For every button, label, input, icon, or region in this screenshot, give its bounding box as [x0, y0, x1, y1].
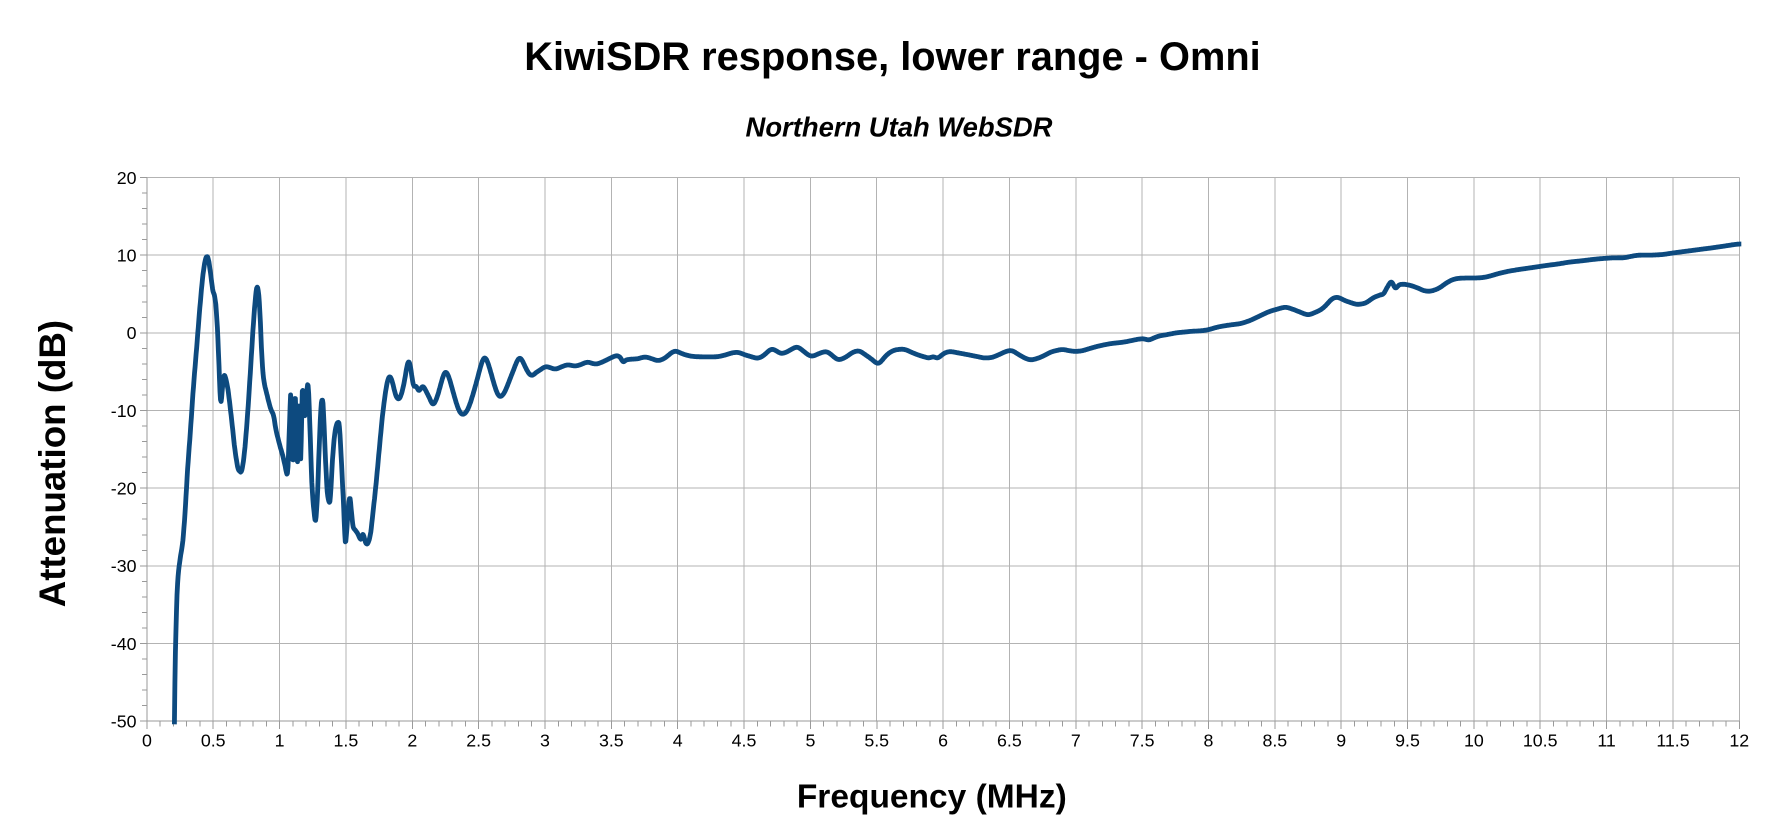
svg-text:5: 5 — [805, 731, 815, 751]
svg-text:7.5: 7.5 — [1130, 731, 1155, 751]
svg-text:-30: -30 — [111, 556, 137, 576]
svg-text:Attenuation (dB): Attenuation (dB) — [32, 320, 73, 607]
svg-text:2.5: 2.5 — [466, 731, 491, 751]
svg-text:Frequency (MHz): Frequency (MHz) — [797, 778, 1067, 815]
svg-text:11.5: 11.5 — [1656, 731, 1689, 751]
svg-text:6: 6 — [938, 731, 948, 751]
svg-text:-20: -20 — [111, 479, 137, 499]
svg-text:0: 0 — [142, 731, 152, 751]
svg-text:7: 7 — [1071, 731, 1081, 751]
svg-text:8: 8 — [1204, 731, 1214, 751]
svg-text:10: 10 — [117, 246, 137, 266]
svg-text:-40: -40 — [111, 634, 137, 654]
svg-text:8.5: 8.5 — [1262, 731, 1287, 751]
svg-text:3.5: 3.5 — [599, 731, 624, 751]
svg-text:4: 4 — [673, 731, 683, 751]
svg-text:10: 10 — [1464, 731, 1484, 751]
svg-text:4.5: 4.5 — [732, 731, 757, 751]
svg-text:KiwiSDR response, lower range: KiwiSDR response, lower range - Omni — [524, 35, 1260, 79]
svg-text:5.5: 5.5 — [864, 731, 889, 751]
svg-text:-10: -10 — [111, 401, 137, 421]
svg-text:20: 20 — [117, 168, 137, 188]
svg-text:12: 12 — [1729, 731, 1749, 751]
svg-text:9: 9 — [1336, 731, 1346, 751]
svg-text:2: 2 — [407, 731, 417, 751]
svg-text:9.5: 9.5 — [1395, 731, 1420, 751]
svg-text:1: 1 — [275, 731, 285, 751]
svg-text:-50: -50 — [111, 712, 137, 732]
svg-text:0.5: 0.5 — [201, 731, 226, 751]
svg-text:0: 0 — [127, 323, 137, 343]
svg-text:11: 11 — [1597, 731, 1616, 751]
svg-text:3: 3 — [540, 731, 550, 751]
svg-text:Northern Utah WebSDR: Northern Utah WebSDR — [746, 112, 1053, 143]
svg-text:6.5: 6.5 — [997, 731, 1022, 751]
svg-text:1.5: 1.5 — [334, 731, 359, 751]
svg-text:10.5: 10.5 — [1523, 731, 1558, 751]
